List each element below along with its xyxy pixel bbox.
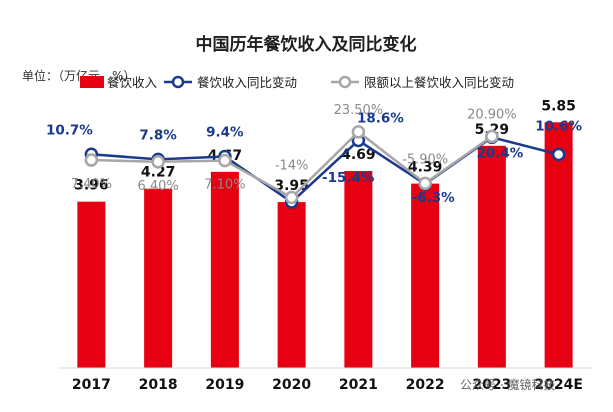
legend-bar-label: 餐饮收入 [107, 75, 158, 90]
bars-layer [77, 122, 573, 368]
above-quota-label-2018: 6.40% [137, 179, 178, 194]
above-quota-label-2019: 7.10% [204, 178, 245, 193]
above-quota-point-2022 [418, 176, 432, 191]
x-tick-2024E: 2024E [534, 377, 583, 393]
legend-above-label: 限额以上餐饮收入同比变动 [364, 75, 514, 90]
x-tick-2019: 2019 [205, 377, 244, 393]
legend-revenue-marker [171, 75, 185, 89]
revenue-label-2017: 10.7% [46, 122, 93, 138]
x-tick-2022: 2022 [406, 377, 445, 393]
x-tick-2021: 2021 [339, 377, 378, 393]
lines-layer [84, 125, 566, 209]
bar-2023 [477, 145, 506, 368]
above-quota-point-2019 [218, 153, 232, 168]
legend-revenue-label: 餐饮收入同比变动 [197, 75, 297, 90]
bar-2017 [77, 201, 106, 368]
bar-label-2018: 4.27 [141, 165, 176, 181]
revenue-label-2024E: 10.6% [535, 118, 582, 134]
above-quota-label-2022: -5.90% [402, 152, 448, 167]
bar-label-2021: 4.69 [341, 147, 376, 163]
legend: 餐饮收入 餐饮收入同比变动 限额以上餐饮收入同比变动 [80, 75, 514, 90]
legend-above-marker [338, 75, 352, 89]
unit-label: 单位：（万亿元，%） [22, 68, 135, 83]
above-quota-label-2021: 23.50% [334, 103, 384, 118]
chart-title: 中国历年餐饮收入及同比变化 [196, 34, 417, 55]
legend-bar-swatch [80, 76, 104, 88]
watermark: 公众号 · 魔镜科技 [460, 377, 555, 392]
revenue-label-2023: 20.4% [476, 145, 523, 161]
above-quota-point-2017 [84, 153, 99, 167]
extra-label-2020: -15.4% [322, 170, 375, 186]
bar-2020 [277, 202, 306, 368]
bar-label-2024E: 5.85 [541, 98, 576, 114]
bar-2022 [411, 183, 440, 368]
x-tick-labels: 2017 2018 2019 2020 2021 2022 2023 2024E [72, 377, 583, 393]
revenue-label-2022: -6.3% [412, 190, 456, 206]
bar-2021 [344, 171, 373, 368]
above-quota-point-2018 [151, 155, 165, 169]
above-quota-label-2017: 7.40% [71, 177, 112, 192]
line-labels-layer: 10.7% 7.8% 9.4% 18.6% -6.3% 20.4% 10.6% 7.40% 6.… [46, 103, 583, 206]
bar-2018 [144, 188, 173, 368]
above-quota-point-2020 [284, 190, 299, 205]
bar-label-2022: 4.39 [408, 160, 443, 176]
above-quota-point-2021 [351, 125, 366, 139]
bar-2024E [544, 122, 573, 368]
above-quota-label-2023: 20.90% [467, 107, 517, 122]
bar-2019 [210, 171, 239, 368]
revenue-label-2019: 9.4% [206, 125, 244, 141]
x-tick-2017: 2017 [72, 377, 111, 393]
x-tick-2023: 2023 [472, 377, 511, 393]
x-tick-2018: 2018 [139, 377, 178, 393]
bar-label-2017: 3.96 [74, 178, 109, 194]
x-tick-2020: 2020 [272, 377, 311, 393]
revenue-label-2021: 18.6% [357, 110, 404, 126]
above-quota-label-2020: -14% [275, 159, 309, 174]
revenue-point-2024E [551, 147, 566, 162]
revenue-label-2018: 7.8% [139, 127, 177, 143]
above-quota-point-2023 [485, 129, 499, 144]
